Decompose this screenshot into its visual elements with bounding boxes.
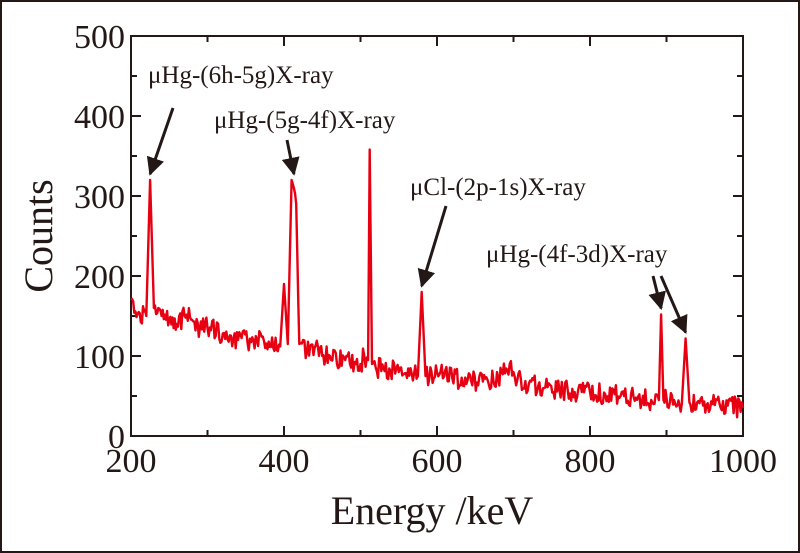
x-tick-label: 400: [259, 443, 310, 480]
x-tick-label: 200: [106, 443, 157, 480]
x-tick-label: 600: [412, 443, 463, 480]
annotation-label: μHg-(5g-4f)X-ray: [214, 107, 396, 134]
x-tick-label: 1000: [709, 443, 777, 480]
annotation-arrow: [281, 139, 300, 176]
series-layer: [130, 148, 745, 419]
y-tick-label: 100: [74, 339, 125, 376]
y-axis-title: Counts: [16, 179, 61, 292]
annotation-arrow: [648, 275, 666, 311]
annotation-label: μHg-(4f-3d)X-ray: [486, 241, 668, 268]
series-line: [130, 148, 745, 419]
y-tick-label: 500: [74, 19, 125, 56]
annotation-arrow: [417, 205, 448, 288]
x-tick-label: 800: [565, 443, 616, 480]
annotation-layer: μHg-(6h-5g)X-ray μHg-(5g-4f)X-ray μCl-(2p-…: [146, 62, 688, 335]
annotation-label: μHg-(6h-5g)X-ray: [148, 62, 334, 89]
y-tick-label: 400: [74, 99, 125, 136]
y-tick-label: 0: [108, 419, 125, 456]
x-axis-title: Energy /keV: [331, 488, 534, 533]
y-tick-label: 300: [74, 179, 125, 216]
annotation-label: μCl-(2p-1s)X-ray: [410, 174, 586, 201]
annotation-arrow: [659, 275, 688, 335]
axis-ticks: 200 400 600 800 1000 0 100 200 300 400 500: [74, 19, 777, 480]
y-tick-label: 200: [74, 259, 125, 296]
annotation-arrow: [146, 107, 175, 176]
